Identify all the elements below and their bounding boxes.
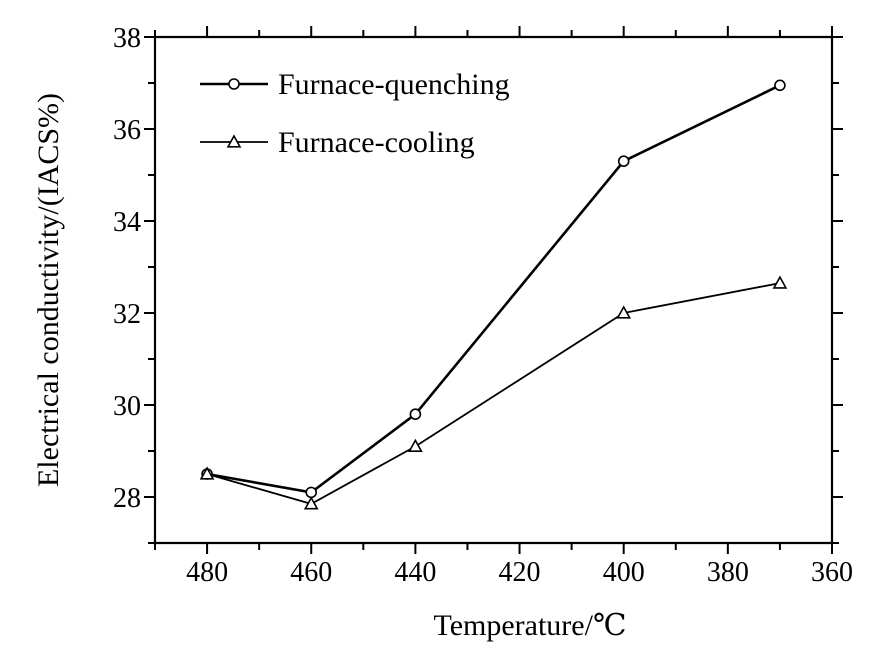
legend: Furnace-quenching Furnace-cooling [200, 68, 510, 159]
y-tick-label: 30 [113, 391, 141, 422]
y-tick-label: 38 [113, 23, 141, 54]
data-point-circle [617, 155, 630, 167]
x-tick-label: 400 [603, 557, 645, 588]
y-tick-label: 28 [113, 483, 141, 514]
data-point-circle [305, 486, 318, 499]
x-tick-label: 480 [186, 557, 228, 588]
data-point-circle [409, 408, 422, 421]
series-line-cooling [206, 282, 781, 505]
y-tick-label: 36 [113, 115, 141, 146]
data-point-triangle [616, 305, 632, 319]
data-point-triangle [772, 275, 788, 289]
x-tick-label: 460 [290, 557, 332, 588]
y-tick-label: 34 [113, 207, 141, 238]
data-point-triangle [408, 438, 423, 453]
legend-marker-circle [228, 78, 240, 90]
y-tick-label: 32 [113, 299, 141, 330]
data-point-triangle [199, 466, 215, 480]
data-point-triangle [303, 496, 319, 510]
y-axis-title: Electrical conductivity/(IACS%) [32, 93, 65, 487]
x-tick-label: 420 [499, 557, 541, 588]
series-group [199, 79, 788, 510]
x-tick-label: 440 [394, 557, 436, 588]
axes: 480 460 440 420 400 380 360 28 30 32 34 36 38 [113, 23, 853, 588]
legend-marker-triangle [226, 134, 242, 148]
legend-label: Furnace-cooling [278, 126, 475, 159]
legend-label: Furnace-quenching [278, 68, 510, 101]
data-point-circle [774, 79, 786, 92]
x-tick-label: 360 [811, 557, 853, 588]
x-axis-title: Temperature/℃ [433, 609, 626, 642]
x-tick-label: 380 [707, 557, 749, 588]
